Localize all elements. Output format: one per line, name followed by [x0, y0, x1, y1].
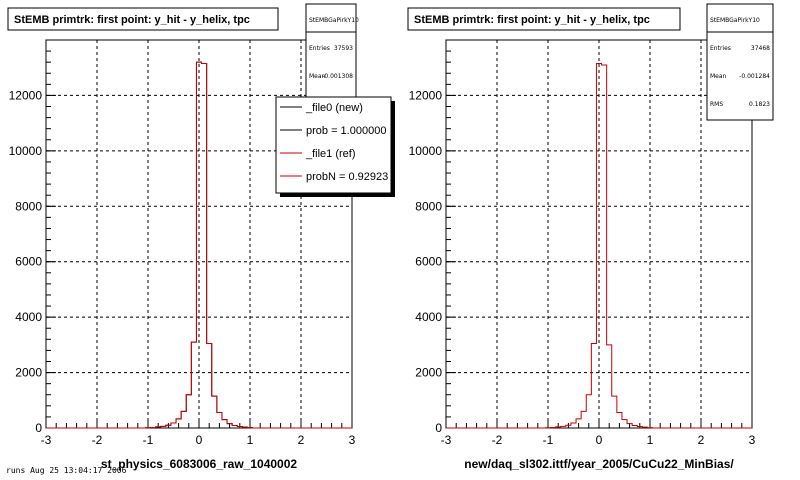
y-tick-label: 6000 — [15, 255, 42, 269]
legend-entry: _file0 (new) — [305, 102, 363, 114]
chart-title: StEMB primtrk: first point: y_hit - y_he… — [414, 14, 650, 26]
stats-label: Mean — [309, 73, 326, 80]
x-tick-label: -2 — [492, 433, 503, 447]
x-tick-label: -2 — [92, 433, 103, 447]
title-box — [407, 7, 681, 31]
y-tick-label: 6000 — [415, 255, 442, 269]
legend-entry: _file1 (ref) — [305, 148, 356, 160]
stats-value: 0.1823 — [749, 101, 770, 108]
y-tick-label: 8000 — [15, 199, 42, 213]
y-tick-label: 12000 — [409, 88, 443, 102]
stats-value: -0.001308 — [322, 73, 353, 80]
legend-box — [275, 96, 392, 194]
y-tick-label: 12000 — [9, 88, 43, 102]
stats-title: StEMBGaPirkY10 — [309, 17, 359, 24]
chart-title: StEMB primtrk: first point: y_hit - y_he… — [14, 14, 250, 26]
x-tick-label: -3 — [41, 433, 52, 447]
histogram-series — [46, 61, 352, 429]
x-tick-label: 0 — [596, 433, 603, 447]
stats-label: Entries — [710, 45, 731, 52]
stats-value: -0.001284 — [739, 73, 770, 80]
stats-box — [706, 3, 774, 121]
y-tick-label: 2000 — [415, 366, 442, 380]
y-tick-label: 0 — [35, 421, 42, 435]
y-tick-label: 10000 — [409, 144, 443, 158]
x-tick-label: -3 — [441, 433, 452, 447]
x-tick-label: -1 — [143, 433, 154, 447]
x-tick-label: 3 — [349, 433, 356, 447]
x-tick-label: 2 — [698, 433, 705, 447]
legend-entry: prob = 1.000000 — [306, 125, 386, 137]
x-tick-label: 1 — [247, 433, 254, 447]
x-tick-label: 1 — [647, 433, 654, 447]
y-tick-label: 10000 — [9, 144, 43, 158]
title-box — [7, 7, 279, 31]
stats-value: 37593 — [334, 45, 353, 52]
footer-text: runs Aug 25 13:04:17 2006 — [6, 466, 127, 475]
y-tick-label: 4000 — [15, 310, 42, 324]
x-tick-label: -1 — [543, 433, 554, 447]
y-tick-label: 4000 — [415, 310, 442, 324]
y-tick-label: 2000 — [15, 366, 42, 380]
stats-title: StEMBGaPirkY10 — [710, 17, 760, 24]
y-tick-label: 0 — [435, 421, 442, 435]
stats-label: Mean — [710, 73, 727, 80]
x-tick-label: 2 — [298, 433, 305, 447]
histogram-series — [446, 63, 752, 429]
x-axis-label: new/daq_sl302.ittf/year_2005/CuCu22_MinB… — [464, 457, 734, 471]
stats-label: RMS — [710, 101, 723, 108]
x-tick-label: 3 — [749, 433, 756, 447]
stats-label: Entries — [309, 45, 330, 52]
legend-entry: probN = 0.92923 — [306, 171, 388, 183]
stats-value: 37468 — [751, 45, 770, 52]
y-tick-label: 8000 — [415, 199, 442, 213]
x-axis-label: st_physics_6083006_raw_1040002 — [101, 457, 297, 471]
x-tick-label: 0 — [196, 433, 203, 447]
